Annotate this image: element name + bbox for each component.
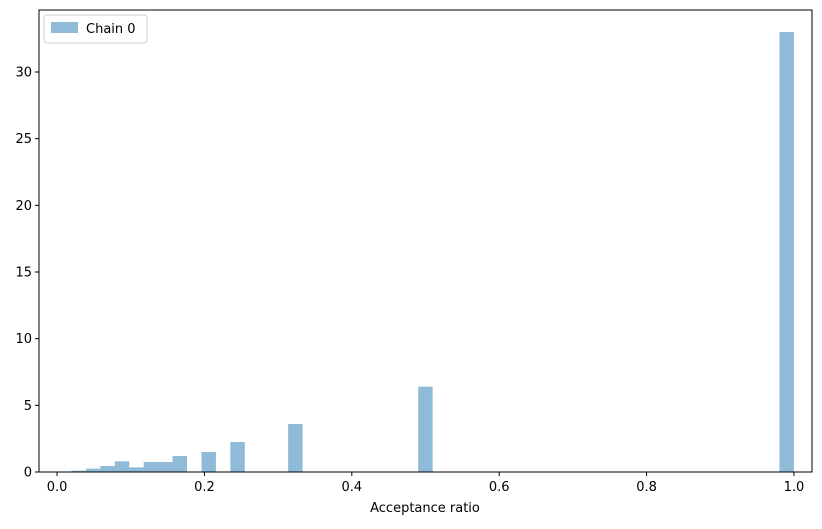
histogram-bar-10 bbox=[288, 424, 303, 472]
x-tick-label: 0.6 bbox=[489, 480, 510, 495]
y-tick-label: 25 bbox=[15, 132, 32, 147]
x-axis-label: Acceptance ratio bbox=[370, 501, 480, 516]
x-tick-label: 0.4 bbox=[341, 480, 362, 495]
y-tick-label: 30 bbox=[15, 66, 32, 81]
y-tick-label: 10 bbox=[15, 332, 32, 347]
x-tick-label: 0.2 bbox=[194, 480, 215, 495]
x-axis: 0.0 0.2 0.4 0.6 0.8 1.0 bbox=[47, 472, 805, 495]
histogram-bar-7 bbox=[172, 456, 188, 472]
x-tick-label: 0.0 bbox=[47, 480, 68, 495]
histogram-bar-11 bbox=[418, 386, 433, 472]
histogram-bar-1 bbox=[85, 468, 101, 472]
legend: Chain 0 bbox=[43, 14, 148, 44]
y-axis: 0 5 10 15 20 25 30 bbox=[15, 66, 39, 481]
bars-layer bbox=[71, 32, 794, 472]
histogram-bar-4 bbox=[129, 467, 144, 472]
histogram-bar-2 bbox=[100, 466, 115, 472]
y-tick-label: 15 bbox=[15, 266, 32, 281]
y-tick-label: 5 bbox=[24, 399, 32, 414]
histogram-bar-5 bbox=[143, 462, 159, 472]
x-tick-label: 1.0 bbox=[784, 480, 805, 495]
y-tick-label: 0 bbox=[24, 466, 32, 481]
histogram-bar-12 bbox=[779, 32, 794, 472]
histogram-bar-3 bbox=[114, 461, 130, 472]
plot-frame bbox=[38, 9, 813, 473]
histogram-bar-9 bbox=[230, 442, 245, 472]
histogram-bar-6 bbox=[158, 462, 173, 472]
legend-swatch bbox=[51, 22, 78, 33]
legend-label: Chain 0 bbox=[86, 22, 136, 37]
x-tick-label: 0.8 bbox=[636, 480, 657, 495]
y-tick-label: 20 bbox=[15, 199, 32, 214]
histogram-bar-0 bbox=[71, 470, 86, 472]
histogram-bar-8 bbox=[201, 452, 216, 472]
